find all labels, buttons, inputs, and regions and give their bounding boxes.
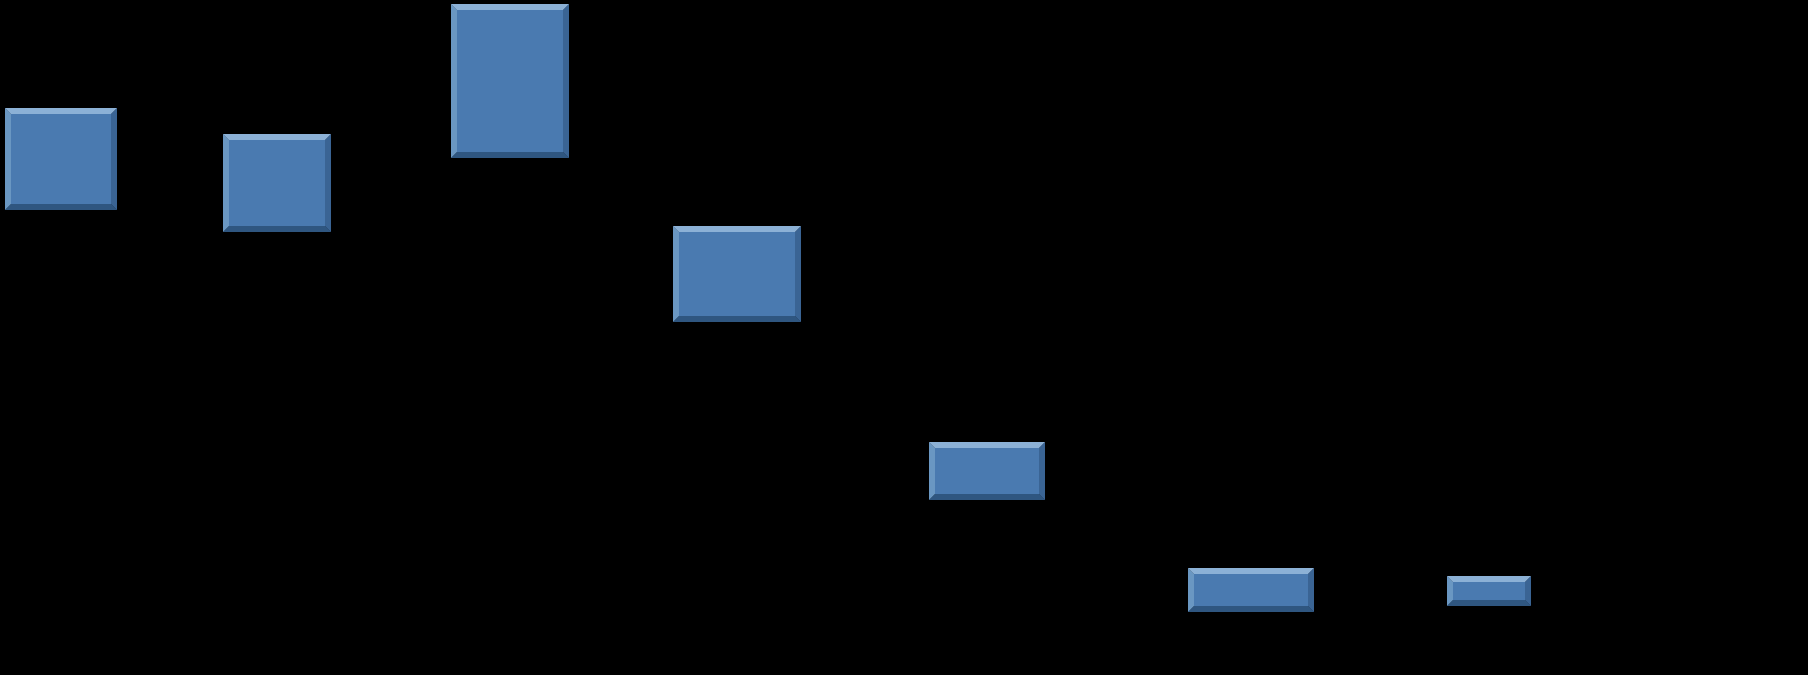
bevel-rect-3 [451, 4, 569, 158]
bevel-rect-2 [223, 134, 331, 232]
bevel-rect-6 [1188, 568, 1314, 612]
bevel-rect-4 [673, 226, 801, 322]
bevel-rect-1 [5, 108, 117, 210]
shape-canvas [0, 0, 1808, 675]
bevel-rect-7 [1447, 576, 1531, 606]
bevel-rect-5 [929, 442, 1045, 500]
